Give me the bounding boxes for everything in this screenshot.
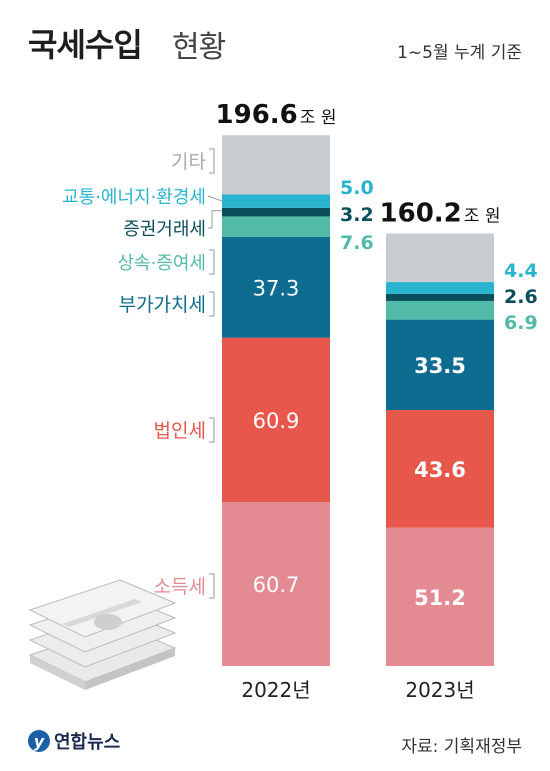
bar-segment-2023-transport-energy-env-tax <box>386 282 494 294</box>
logo-text: 연합뉴스 <box>54 732 121 753</box>
bar-segment-2023-inheritance-gift-tax <box>386 300 494 320</box>
series-bracket-other <box>209 148 215 174</box>
bar-segment-2023-other <box>386 233 494 283</box>
value-label-2023-vat: 33.5 <box>414 354 466 378</box>
bar-segment-2023-corporate-tax <box>386 410 494 528</box>
series-name-transport-energy-env-tax: 교통·에너지·환경세 <box>62 187 206 208</box>
source-note: 자료: 기획재정부 <box>401 737 522 757</box>
bar-segment-2022-securities-tax <box>222 207 330 217</box>
value-label-2022-inheritance-gift-tax: 7.6 <box>340 232 374 254</box>
total-label-2023: 160.2 조 원 <box>380 198 501 228</box>
bar-segment-2022-vat <box>222 236 330 338</box>
bar-segment-2022-corporate-tax <box>222 337 330 503</box>
series-name-income-tax: 소득세 <box>154 576 206 598</box>
yonhap-logo: y 연합뉴스 <box>28 728 120 754</box>
value-label-2022-vat: 37.3 <box>253 276 300 300</box>
value-label-2023-income-tax: 51.2 <box>414 586 466 610</box>
series-bracket-income-tax <box>209 573 215 599</box>
total-label-2022: 196.6 조 원 <box>216 100 337 130</box>
series-bracket-transport-energy-env-tax <box>207 195 223 202</box>
series-bracket-inheritance-gift-tax <box>209 249 215 275</box>
series-name-corporate-tax: 법인세 <box>154 420 206 442</box>
value-label-2023-transport-energy-env-tax: 4.4 <box>504 260 538 282</box>
bar-segment-2022-income-tax <box>222 502 330 666</box>
value-label-2023-securities-tax: 2.6 <box>504 286 538 308</box>
value-label-2022-income-tax: 60.7 <box>253 573 300 597</box>
value-label-2023-corporate-tax: 43.6 <box>414 458 466 482</box>
category-label-2023: 2023년 <box>405 678 474 702</box>
value-label-2022-securities-tax: 3.2 <box>340 204 374 226</box>
basis-note: 1~5월 누계 기준 <box>397 43 522 63</box>
series-name-other: 기타 <box>171 151 206 173</box>
money-stack-illustration <box>28 579 177 690</box>
bar-segment-2023-securities-tax <box>386 293 494 301</box>
bar-segment-2023-vat <box>386 319 494 411</box>
value-label-2023-inheritance-gift-tax: 6.9 <box>504 312 538 334</box>
bar-segment-2022-inheritance-gift-tax <box>222 216 330 237</box>
series-bracket-vat <box>209 291 215 317</box>
yonhap-logo-icon: y <box>28 730 50 752</box>
series-bracket-corporate-tax <box>209 417 215 443</box>
value-label-2022-corporate-tax: 60.9 <box>253 409 300 433</box>
value-label-2022-transport-energy-env-tax: 5.0 <box>340 177 374 199</box>
series-bracket-securities-tax <box>208 210 222 229</box>
series-name-vat: 부가가치세 <box>119 294 206 316</box>
chart-subtitle: 현황 <box>172 30 226 65</box>
bar-segment-2022-other <box>222 135 330 195</box>
bar-segment-2023-income-tax <box>386 527 494 666</box>
series-name-securities-tax: 증권거래세 <box>123 219 206 240</box>
category-label-2022: 2022년 <box>241 678 310 702</box>
bar-segment-2022-transport-energy-env-tax <box>222 194 330 208</box>
series-name-inheritance-gift-tax: 상속·증여세 <box>117 253 206 274</box>
chart-title: 국세수입 <box>28 26 143 64</box>
